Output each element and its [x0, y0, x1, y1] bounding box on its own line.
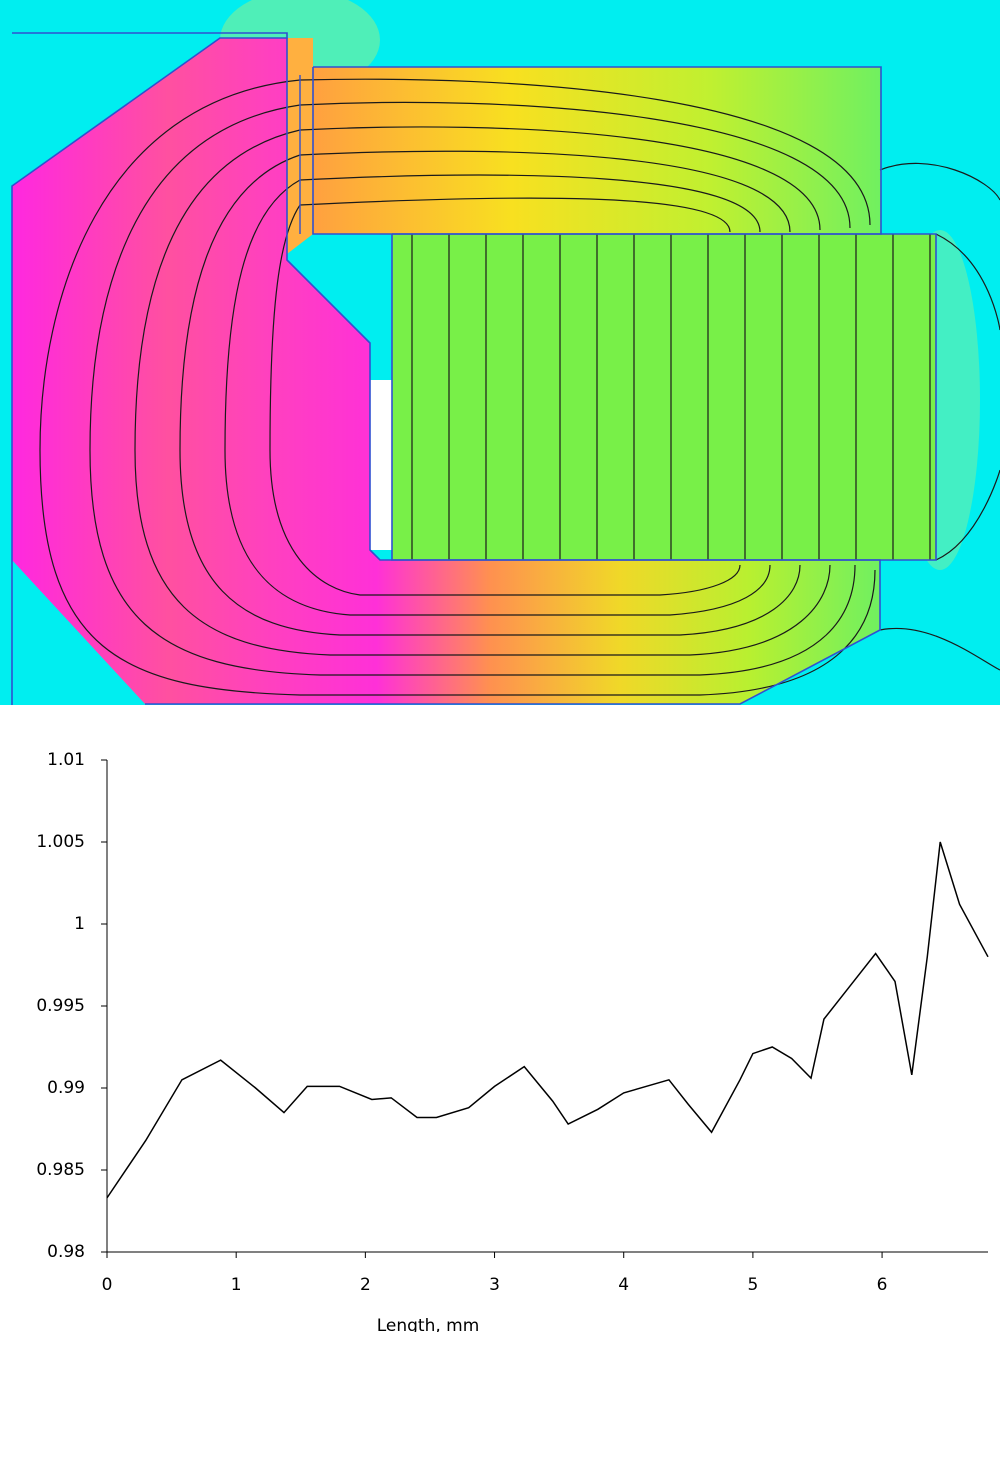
gap [370, 380, 392, 550]
y-tick-label: 1.01 [47, 750, 85, 770]
field-line [269, 197, 741, 596]
yoke [12, 38, 880, 704]
y-tick-label: 1 [74, 914, 85, 934]
profile-chart: Length, mm 0.98 0.985 0.99 0.995 1 1.005 1.01 0… [36, 750, 989, 1336]
coil-upper [313, 67, 881, 234]
x-tick-label: 2 [360, 1275, 371, 1295]
field-line [224, 174, 771, 616]
field-line [879, 162, 1000, 671]
x-tick-label: 1 [231, 1275, 242, 1295]
outline [11, 32, 288, 706]
core [392, 234, 936, 560]
field-line [89, 101, 856, 676]
y-tick-label: 0.99 [47, 1078, 85, 1098]
x-axis-label: Length, mm [377, 1316, 480, 1336]
x-tick-label: 3 [489, 1275, 500, 1295]
outline [391, 233, 937, 561]
y-tick-label: 0.995 [36, 996, 85, 1016]
field-line [39, 78, 876, 696]
field-plot [0, 0, 1000, 707]
x-tick-label: 0 [102, 1275, 113, 1295]
y-tick-label: 0.985 [36, 1160, 85, 1180]
y-tick-label: 0.98 [47, 1242, 85, 1262]
y-tick-label: 1.005 [36, 832, 85, 852]
x-tick-label: 5 [747, 1275, 758, 1295]
field-line [134, 126, 831, 656]
series-line [106, 841, 989, 1199]
x-tick-label: 4 [618, 1275, 629, 1295]
field-line [179, 150, 801, 636]
outline [145, 38, 881, 705]
x-tick-label: 6 [877, 1275, 888, 1295]
